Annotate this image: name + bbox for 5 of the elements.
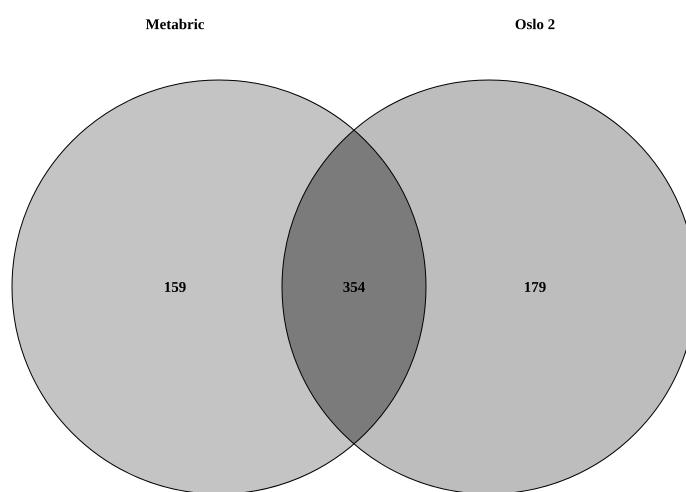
text: Oslo 2 xyxy=(516,18,554,30)
data-label: 179 xyxy=(524,282,546,292)
data-label: 354 xyxy=(343,282,365,292)
data-label: 159 xyxy=(164,282,186,292)
text: Metabric xyxy=(146,18,204,30)
